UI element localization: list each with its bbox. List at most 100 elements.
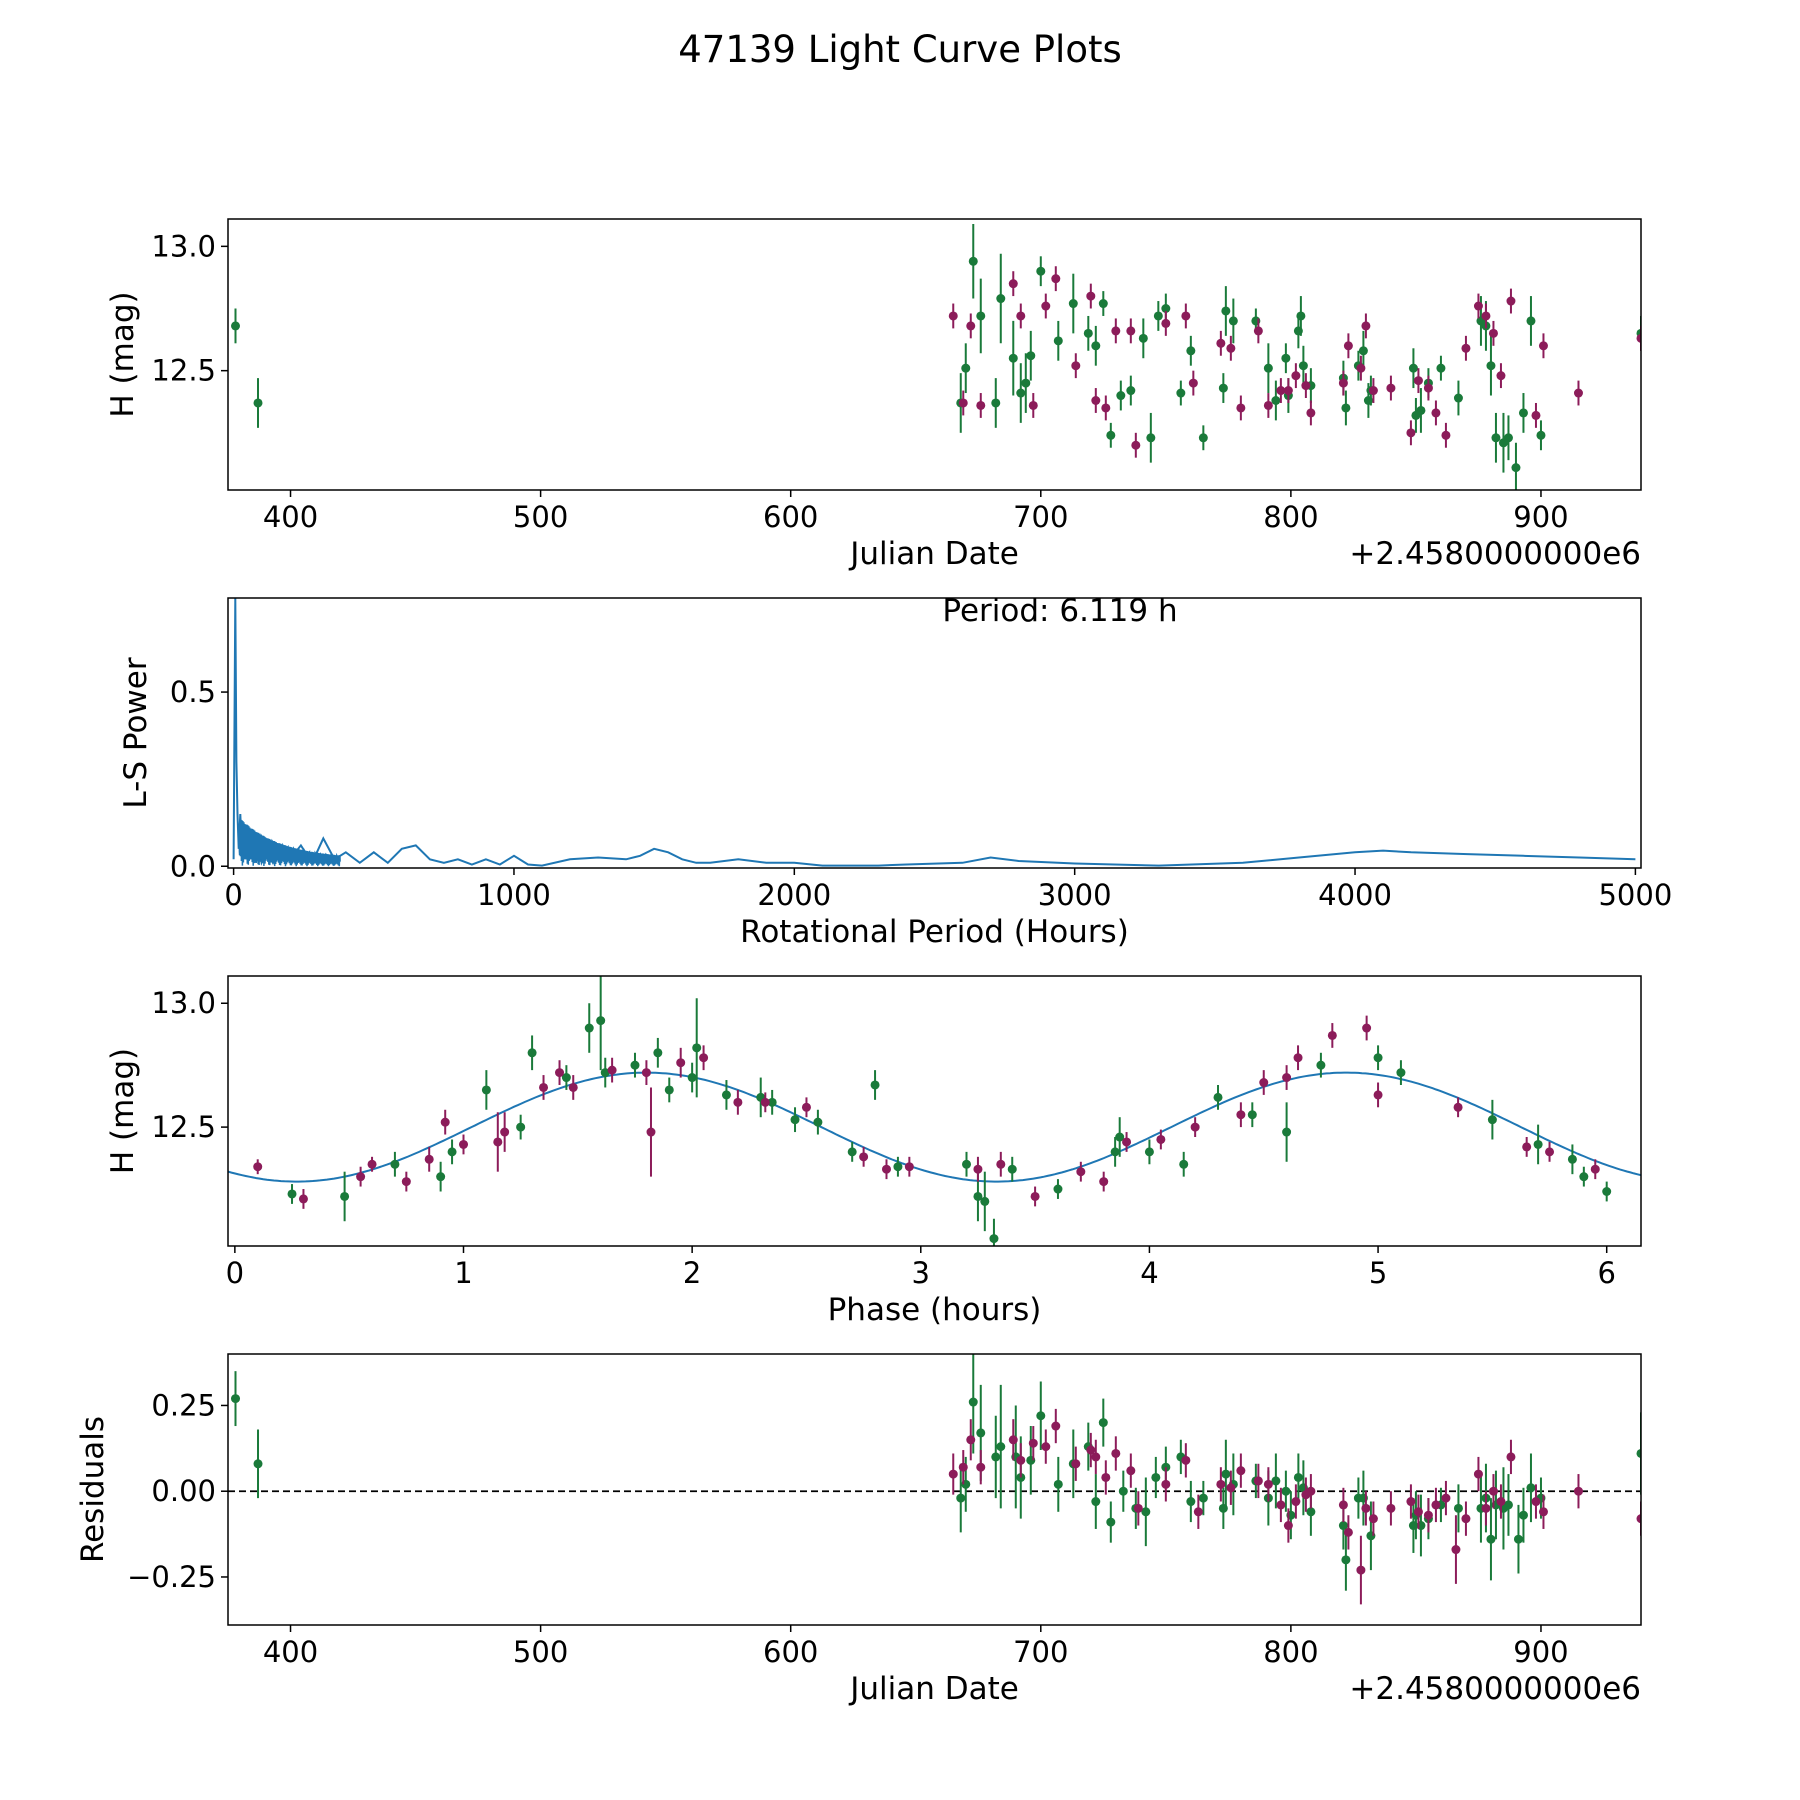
data-point — [424, 1154, 434, 1164]
x-tick-label: 3000 — [1038, 878, 1112, 912]
figure-title: 47139 Light Curve Plots — [678, 28, 1122, 71]
data-point — [1481, 311, 1491, 321]
data-point — [1451, 1545, 1461, 1555]
data-point — [1091, 1452, 1101, 1462]
data-point — [893, 1162, 903, 1172]
data-point — [996, 1442, 1006, 1452]
data-point — [904, 1162, 914, 1172]
data-point — [1545, 1147, 1555, 1157]
data-point — [1053, 1479, 1063, 1489]
data-point — [1473, 301, 1483, 311]
data-point — [1036, 1411, 1046, 1421]
data-point — [1181, 1455, 1191, 1465]
data-point — [1453, 1102, 1463, 1112]
data-point — [1590, 1164, 1600, 1174]
data-point — [1343, 341, 1353, 351]
data-point — [1408, 363, 1418, 373]
data-point — [1368, 386, 1378, 396]
x-tick-label: 4000 — [1318, 878, 1392, 912]
data-point — [1413, 376, 1423, 386]
data-point — [1281, 353, 1291, 363]
data-point — [555, 1068, 565, 1078]
data-point — [1008, 1435, 1018, 1445]
data-point — [561, 1073, 571, 1083]
data-point — [367, 1159, 377, 1169]
data-point — [813, 1117, 823, 1127]
data-point — [664, 1085, 674, 1095]
data-point — [1226, 343, 1236, 353]
data-point — [1306, 1507, 1316, 1517]
data-point — [253, 1162, 263, 1172]
data-point — [481, 1085, 491, 1095]
data-point — [1161, 304, 1171, 314]
data-point — [1176, 388, 1186, 398]
data-point — [1091, 341, 1101, 351]
data-point — [1301, 381, 1311, 391]
data-point — [1296, 311, 1306, 321]
data-point — [1506, 296, 1516, 306]
data-point — [1016, 388, 1026, 398]
data-point — [1216, 1479, 1226, 1489]
x-tick-label: 700 — [1013, 1635, 1068, 1669]
data-point — [1281, 1486, 1291, 1496]
data-point — [1488, 328, 1498, 338]
data-point — [1110, 1147, 1120, 1157]
data-point — [1041, 301, 1051, 311]
data-point — [1193, 1507, 1203, 1517]
x-tick-label: 2 — [683, 1256, 701, 1290]
data-point — [1198, 433, 1208, 443]
data-point — [1101, 403, 1111, 413]
data-point — [1538, 1507, 1548, 1517]
x-offset-label: +2.4580000000e6 — [1349, 1671, 1641, 1707]
data-point — [1486, 361, 1496, 371]
data-point — [298, 1194, 308, 1204]
x-axis-label: Rotational Period (Hours) — [740, 914, 1129, 950]
data-point — [1526, 316, 1536, 326]
data-point — [1091, 395, 1101, 405]
plot-area-periodogram — [232, 598, 1636, 867]
data-point — [1361, 321, 1371, 331]
data-point — [1362, 1023, 1372, 1033]
x-tick-label: 800 — [1263, 1635, 1318, 1669]
data-point — [1118, 1486, 1128, 1496]
data-point — [1491, 433, 1501, 443]
data-point — [1441, 1493, 1451, 1503]
y-tick-label: −0.25 — [127, 1560, 216, 1594]
data-point — [976, 1462, 986, 1472]
x-tick-label: 500 — [513, 1635, 568, 1669]
data-point — [760, 1097, 770, 1107]
data-point — [1008, 279, 1018, 289]
data-point — [1036, 266, 1046, 276]
data-point — [1293, 1472, 1303, 1482]
data-point — [1518, 1510, 1528, 1520]
x-tick-label: 4 — [1140, 1256, 1158, 1290]
data-point — [1221, 306, 1231, 316]
data-point — [870, 1080, 880, 1090]
data-point — [790, 1115, 800, 1125]
data-point — [653, 1048, 663, 1058]
data-point — [1338, 1521, 1348, 1531]
y-tick-label: 13.0 — [151, 229, 216, 263]
data-point — [1071, 361, 1081, 371]
data-point — [991, 1452, 1001, 1462]
data-point — [1122, 1137, 1132, 1147]
x-tick-label: 5000 — [1598, 878, 1672, 912]
data-point — [1373, 1053, 1383, 1063]
data-point — [1461, 343, 1471, 353]
data-point — [1416, 405, 1426, 415]
data-point — [1253, 326, 1263, 336]
data-point — [436, 1172, 446, 1182]
data-point — [1161, 1479, 1171, 1489]
x-tick-label: 2000 — [757, 878, 831, 912]
data-point — [493, 1137, 503, 1147]
data-point — [1008, 353, 1018, 363]
data-point — [584, 1023, 594, 1033]
data-point — [1386, 1503, 1396, 1513]
data-point — [356, 1172, 366, 1182]
data-point — [1361, 1503, 1371, 1513]
data-point — [1146, 433, 1156, 443]
series-filter-a — [231, 1354, 1641, 1591]
data-point — [390, 1159, 400, 1169]
data-point — [440, 1117, 450, 1127]
data-point — [1115, 1132, 1125, 1142]
